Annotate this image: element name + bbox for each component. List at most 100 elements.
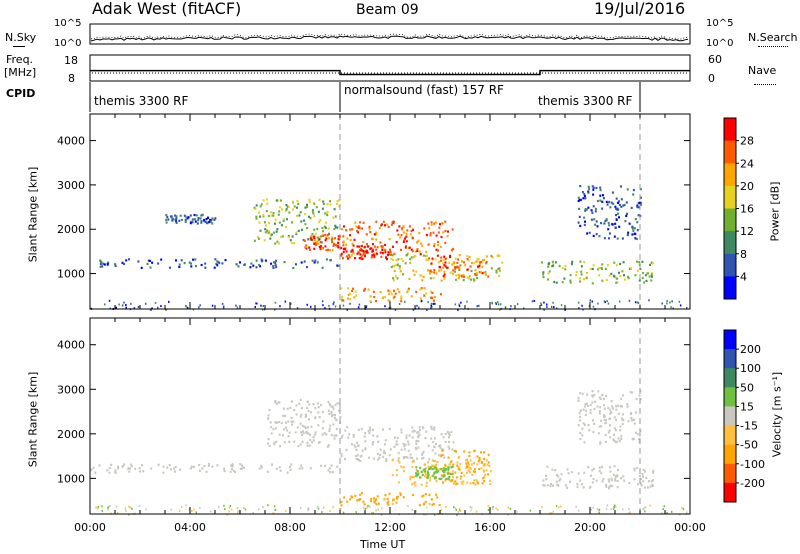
velocity-region-4-cell xyxy=(470,463,473,466)
power-region-3-cell xyxy=(313,239,316,242)
noise-sky-trace xyxy=(90,35,689,42)
velocity-region-3-cell xyxy=(469,459,472,462)
power-region-9-cell xyxy=(547,272,550,275)
velocity-noise-cell xyxy=(170,508,172,511)
velocity-region-2-cell xyxy=(367,430,370,433)
power-region-4-cell xyxy=(435,248,438,251)
velocity-region-8-cell xyxy=(631,391,634,394)
velocity-region-0-cell xyxy=(203,465,206,468)
power-region-5-cell xyxy=(372,248,375,251)
velocity-region-7-cell xyxy=(559,478,562,481)
velocity-region-4-cell xyxy=(480,460,483,464)
velocity-noise-cell xyxy=(661,512,663,515)
velocity-region-0-cell xyxy=(260,464,263,467)
power-region-4-cell xyxy=(405,235,408,238)
power-region-0-cell xyxy=(303,260,306,263)
velocity-region-7-cell xyxy=(608,480,611,483)
power-region-9-cell xyxy=(592,264,595,267)
velocity-region-2-cell xyxy=(346,426,349,429)
power-region-4-cell xyxy=(373,245,376,248)
power-region-5-cell xyxy=(366,251,368,254)
power-region-8-cell xyxy=(390,292,393,296)
power-noise-cell xyxy=(394,308,397,311)
power-region-4-cell xyxy=(406,229,409,232)
x-tick-label-0: 00:00 xyxy=(74,521,106,534)
power-noise-cell xyxy=(516,303,519,306)
velocity-noise-cell xyxy=(124,507,126,510)
power-region-6-cell xyxy=(498,254,501,258)
velocity-region-6-cell xyxy=(421,473,424,477)
power-region-0-cell xyxy=(274,262,277,265)
power-noise-cell xyxy=(389,300,391,303)
power-region-0-cell xyxy=(311,259,314,262)
power-region-4-cell xyxy=(393,252,396,255)
velocity-region-2-cell xyxy=(421,452,424,455)
velocity-region-1-cell xyxy=(309,438,312,442)
velocity-region-1-cell xyxy=(318,416,321,419)
power-region-2-cell xyxy=(266,202,269,205)
power-region-1-cell xyxy=(170,215,172,218)
velocity-region-8-cell xyxy=(613,440,616,443)
velocity-region-0-cell xyxy=(168,464,171,467)
velocity-region-7-cell xyxy=(550,483,552,486)
power-region-6-cell xyxy=(485,255,488,258)
velocity-region-2-cell xyxy=(409,453,412,456)
power-region-2-cell xyxy=(318,221,321,224)
velocity-region-3-cell xyxy=(489,470,492,473)
power-noise-cell xyxy=(510,305,512,308)
velocity-region-3-cell xyxy=(489,482,492,486)
velocity-noise-cell xyxy=(423,513,425,516)
velocity-region-1-cell xyxy=(307,426,309,429)
velocity-region-6-cell xyxy=(449,472,452,475)
power-region-10-cell xyxy=(584,208,587,211)
power-region-10-cell xyxy=(600,222,603,225)
power-noise-cell xyxy=(495,302,497,304)
power-region-3-cell xyxy=(318,246,321,249)
power-region-4-cell xyxy=(384,243,387,246)
velocity-region-2-cell xyxy=(411,436,414,439)
velocity-region-0-cell xyxy=(234,471,236,474)
power-region-3-cell xyxy=(305,245,308,248)
velocity-region-1-cell xyxy=(333,434,336,437)
power-region-6-cell xyxy=(412,255,415,258)
velocity-region-0-cell xyxy=(279,469,282,472)
velocity-region-7-cell xyxy=(545,478,548,481)
velocity-region-8-cell xyxy=(599,442,602,445)
power-region-2-cell xyxy=(255,215,258,218)
velocity-region-2-cell xyxy=(417,440,420,443)
velocity-region-4-cell xyxy=(483,479,486,482)
velocity-region-1-cell xyxy=(308,444,311,447)
velocity-noise-cell xyxy=(231,508,233,511)
power-region-9-cell xyxy=(650,272,653,275)
velocity-region-8-cell xyxy=(598,410,601,413)
power-region-1-cell xyxy=(199,217,202,220)
power-region-9-cell xyxy=(642,271,645,275)
power-region-10-cell xyxy=(590,209,593,212)
velocity-region-2-cell xyxy=(368,456,371,459)
velocity-region-0-cell xyxy=(232,469,235,472)
power-region-9-cell xyxy=(561,267,564,270)
power-region-9-cell xyxy=(606,264,609,267)
power-region-10-cell xyxy=(612,202,615,205)
power-region-5-cell xyxy=(344,248,347,251)
velocity-region-3-cell xyxy=(444,479,447,482)
power-region-2-cell xyxy=(296,214,298,217)
velocity-region-5-cell xyxy=(377,502,380,505)
power-region-6-cell xyxy=(442,258,445,261)
power-region-4-cell xyxy=(418,250,421,253)
power-noise-cell xyxy=(476,305,478,308)
velocity-region-4-cell xyxy=(474,470,477,474)
power-region-10-cell xyxy=(631,225,634,229)
power-region-4-cell xyxy=(396,229,399,232)
velocity-region-8-cell xyxy=(635,397,638,400)
power-region-10-cell xyxy=(625,201,628,204)
power-noise-cell xyxy=(497,301,499,304)
power-region-6-cell xyxy=(462,279,465,282)
power-region-4-cell xyxy=(429,234,432,237)
velocity-noise-cell xyxy=(109,505,111,507)
power-region-10-cell xyxy=(590,218,593,221)
power-region-2-cell xyxy=(307,238,310,241)
velocity-noise-cell xyxy=(342,511,345,514)
power-region-4-cell xyxy=(353,238,356,241)
power-region-10-cell xyxy=(621,237,624,240)
